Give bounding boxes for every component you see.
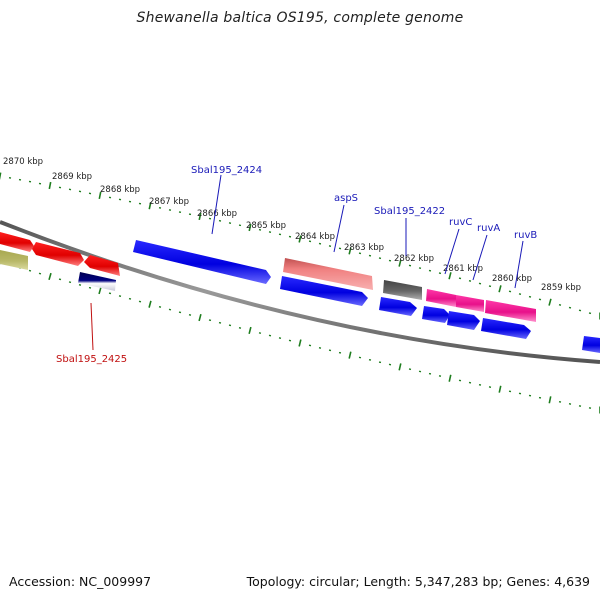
label-ruvc[interactable]: ruvC bbox=[449, 217, 472, 228]
scale-label-2859: 2859 kbp bbox=[541, 283, 581, 293]
scale-label-2862: 2862 kbp bbox=[394, 254, 434, 264]
gene-sbal195-2425[interactable] bbox=[78, 272, 116, 291]
gene-sbal195-2424[interactable] bbox=[133, 240, 271, 284]
leader-sbal195-2424 bbox=[211, 174, 222, 235]
inner-major-tick bbox=[198, 313, 202, 322]
scale-labels: 2870 kbp 2869 kbp 2868 kbp 2867 kbp 2866… bbox=[3, 157, 581, 293]
genome-backbone bbox=[0, 220, 600, 364]
label-asps[interactable]: aspS bbox=[334, 193, 358, 204]
gene-labels: Sbal195_2424 aspS Sbal195_2422 ruvC ruvA… bbox=[56, 165, 537, 365]
scale-label-2869: 2869 kbp bbox=[52, 172, 92, 182]
inner-major-tick bbox=[448, 374, 452, 382]
scale-label-2861: 2861 kbp bbox=[443, 264, 483, 274]
scale-label-2867: 2867 kbp bbox=[149, 197, 189, 207]
label-ruvb[interactable]: ruvB bbox=[514, 230, 537, 241]
outer-major-tick bbox=[0, 172, 2, 180]
outer-major-tick bbox=[148, 202, 152, 210]
map-title: Shewanella baltica OS195, complete genom… bbox=[136, 10, 464, 26]
leader-ruva bbox=[472, 234, 488, 281]
outer-major-tick bbox=[48, 181, 52, 190]
gene-blue-4[interactable] bbox=[422, 306, 450, 323]
scale-label-2860: 2860 kbp bbox=[492, 274, 532, 284]
label-sbal195-2425[interactable]: Sbal195_2425 bbox=[56, 354, 127, 365]
gene-asps[interactable] bbox=[283, 258, 373, 290]
gene-blue-right[interactable] bbox=[582, 336, 600, 353]
outer-major-tick bbox=[498, 285, 502, 293]
outer-major-tick bbox=[548, 298, 552, 306]
gene-red-left-2[interactable] bbox=[32, 242, 84, 266]
label-sbal195-2424[interactable]: Sbal195_2424 bbox=[191, 165, 262, 176]
accession-text: Accession: NC_009997 bbox=[9, 574, 152, 589]
gene-olive[interactable] bbox=[0, 250, 28, 270]
inner-major-tick bbox=[548, 396, 552, 404]
inner-major-tick bbox=[148, 300, 152, 308]
scale-label-2864: 2864 kbp bbox=[295, 232, 335, 242]
scale-label-2868: 2868 kbp bbox=[100, 185, 140, 195]
inner-major-tick bbox=[48, 272, 52, 281]
gene-red-left-1[interactable] bbox=[0, 232, 34, 252]
gene-leader-lines bbox=[90, 174, 524, 351]
outer-major-tick bbox=[448, 272, 452, 280]
outer-scale-ring bbox=[0, 172, 600, 320]
reverse-strand-genes bbox=[78, 272, 600, 353]
scale-label-2865: 2865 kbp bbox=[246, 221, 286, 231]
outer-major-tick bbox=[398, 259, 402, 267]
outer-major-tick bbox=[98, 191, 102, 200]
label-ruva[interactable]: ruvA bbox=[477, 223, 500, 234]
leader-ruvb bbox=[514, 240, 524, 289]
scale-label-2863: 2863 kbp bbox=[344, 243, 384, 253]
scale-label-2870: 2870 kbp bbox=[3, 157, 43, 167]
forward-strand-genes bbox=[0, 232, 536, 322]
genome-stats-text: Topology: circular; Length: 5,347,283 bp… bbox=[246, 574, 590, 589]
gene-blue-3[interactable] bbox=[379, 297, 417, 316]
gene-sbal195-2422[interactable] bbox=[383, 280, 422, 300]
gene-ruva[interactable] bbox=[456, 295, 484, 312]
leader-ruvc bbox=[444, 228, 460, 275]
gene-ruvb[interactable] bbox=[485, 300, 536, 322]
inner-major-tick bbox=[98, 286, 102, 295]
gene-ruvc[interactable] bbox=[426, 289, 456, 307]
gene-blue-2[interactable] bbox=[280, 276, 368, 306]
gene-red-left-3[interactable] bbox=[84, 255, 120, 276]
gene-blue-6[interactable] bbox=[481, 318, 531, 339]
outer-major-tick bbox=[298, 235, 302, 243]
inner-major-tick bbox=[348, 351, 352, 359]
inner-major-tick bbox=[498, 385, 502, 393]
label-sbal195-2422[interactable]: Sbal195_2422 bbox=[374, 206, 445, 217]
outer-major-tick bbox=[198, 212, 202, 221]
leader-asps bbox=[333, 204, 345, 253]
outer-major-tick bbox=[248, 223, 252, 232]
scale-label-2866: 2866 kbp bbox=[197, 209, 237, 219]
leader-sbal195-2425 bbox=[90, 302, 94, 351]
inner-major-tick bbox=[398, 363, 402, 371]
inner-major-tick bbox=[298, 339, 302, 347]
outer-major-tick bbox=[348, 247, 352, 255]
gene-blue-5[interactable] bbox=[447, 311, 480, 330]
inner-major-tick bbox=[248, 326, 252, 335]
